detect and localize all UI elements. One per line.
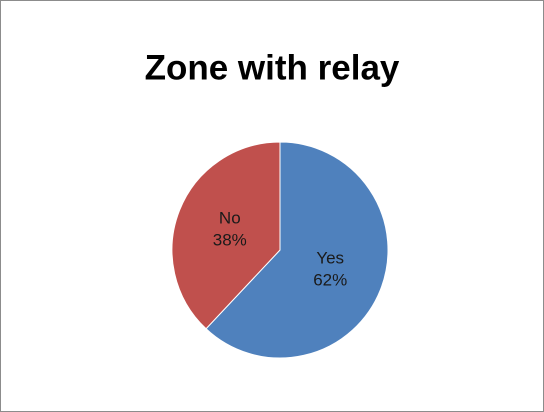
slice-value-label: 62% (313, 270, 347, 289)
chart-title: Zone with relay (145, 48, 400, 87)
slice-value-label: 38% (213, 231, 247, 250)
slice-category-label: Yes (316, 248, 344, 267)
slice-category-label: No (219, 209, 241, 228)
pie-slice (205, 141, 389, 359)
pie-slice (171, 141, 281, 330)
